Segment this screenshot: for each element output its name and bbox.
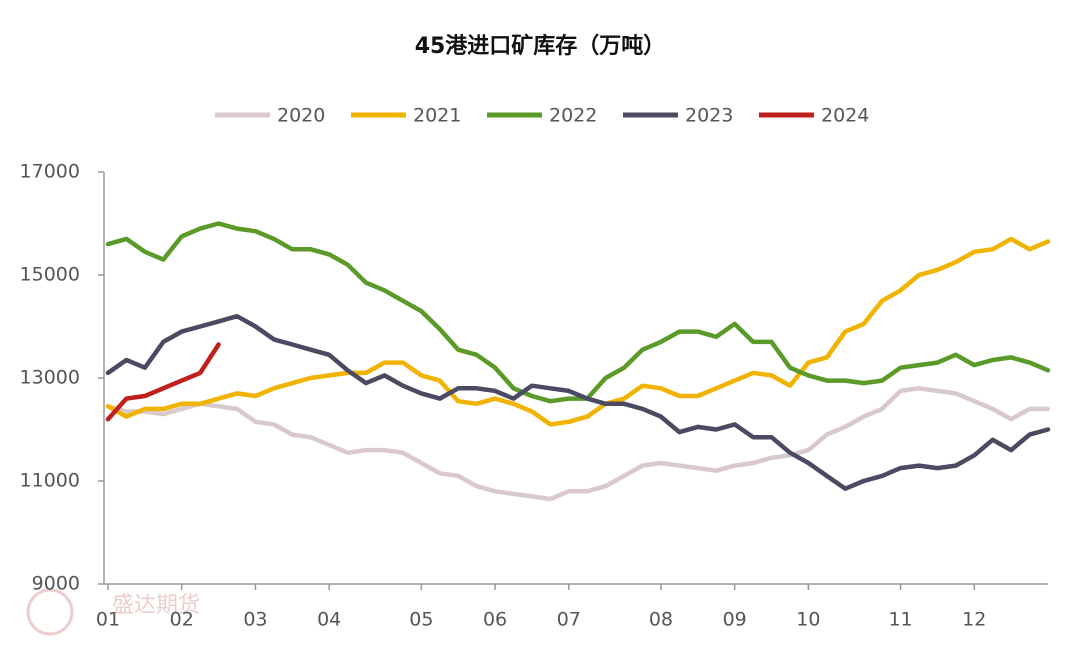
series-line xyxy=(105,221,1051,404)
chart-title: 45港进口矿库存（万吨） xyxy=(415,33,666,59)
x-tick-label: 12 xyxy=(962,609,986,631)
x-tick-label: 08 xyxy=(649,609,673,631)
x-tick-label: 06 xyxy=(483,609,507,631)
x-tick-label: 11 xyxy=(888,609,912,631)
watermark: 盛达期货 xyxy=(112,593,200,618)
x-tick-label: 09 xyxy=(723,609,747,631)
y-tick-label: 13000 xyxy=(20,367,80,389)
series-line xyxy=(105,386,1051,502)
x-tick-label: 02 xyxy=(170,609,194,631)
y-tick-label: 9000 xyxy=(32,573,80,595)
watermark-logo xyxy=(26,588,74,636)
legend-label: 2022 xyxy=(549,105,597,127)
y-tick-label: 17000 xyxy=(20,161,80,183)
legend-label: 2021 xyxy=(413,105,461,127)
series-line xyxy=(105,313,1051,491)
x-tick-label: 05 xyxy=(409,609,433,631)
y-tick-label: 11000 xyxy=(20,470,80,492)
x-tick-label: 03 xyxy=(243,609,267,631)
series-line xyxy=(105,236,1051,427)
legend-label: 2020 xyxy=(277,105,325,127)
x-tick-label: 01 xyxy=(96,609,120,631)
x-tick-label: 04 xyxy=(317,609,341,631)
x-tick-label: 10 xyxy=(796,609,820,631)
y-tick-label: 15000 xyxy=(20,264,80,286)
legend-label: 2024 xyxy=(821,105,869,127)
x-tick-label: 07 xyxy=(557,609,581,631)
legend-label: 2023 xyxy=(685,105,733,127)
series-line xyxy=(105,342,221,422)
